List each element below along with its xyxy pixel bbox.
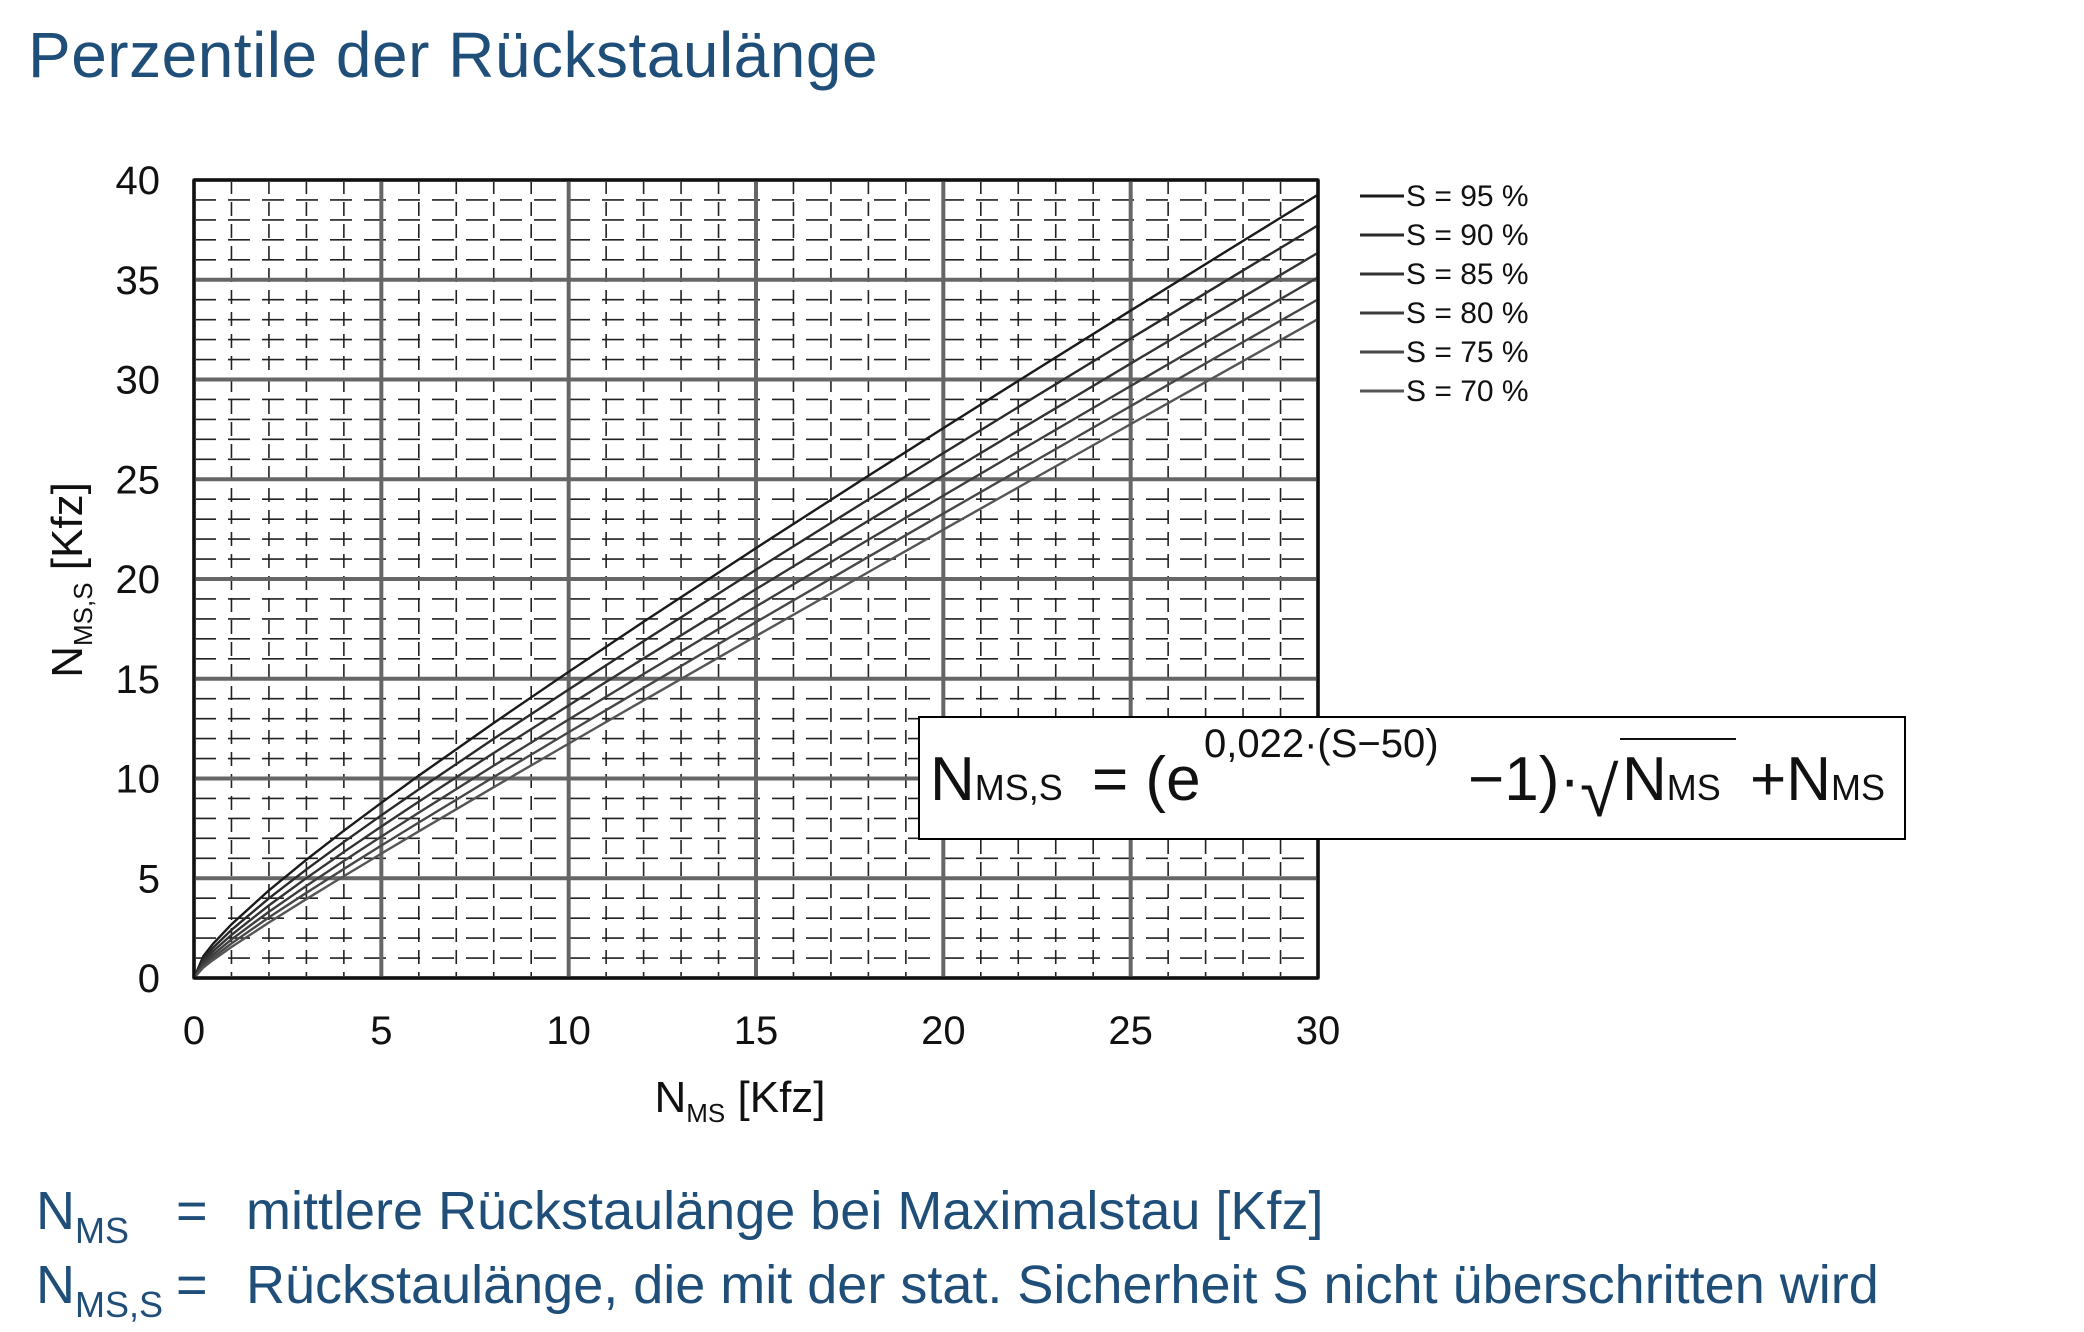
x-tick-label: 25 bbox=[1108, 1009, 1153, 1053]
definition-symbol: NMS,S bbox=[36, 1255, 164, 1325]
legend-label: S = 80 % bbox=[1406, 297, 1529, 330]
legend-label: S = 95 % bbox=[1406, 180, 1529, 213]
series-line bbox=[192, 251, 1319, 979]
page-title: Perzentile der Rückstaulänge bbox=[28, 19, 879, 91]
y-tick-label: 5 bbox=[138, 857, 160, 901]
x-tick-labels: 0 5 10 15 20 25 30 bbox=[183, 1009, 1340, 1053]
x-axis-label-sub: MS bbox=[686, 1098, 725, 1128]
y-axis-label: NMS,S [Kfz] bbox=[43, 482, 98, 678]
series-line bbox=[193, 318, 1319, 979]
legend-label: S = 90 % bbox=[1406, 219, 1529, 252]
y-axis-label-sub: MS,S bbox=[68, 582, 98, 646]
x-tick-label: 10 bbox=[546, 1009, 591, 1053]
y-tick-label: 30 bbox=[116, 359, 161, 403]
y-axis-label-unit: [Kfz] bbox=[43, 482, 92, 582]
series-line bbox=[192, 193, 1319, 979]
x-tick-label: 5 bbox=[370, 1009, 392, 1053]
y-tick-label: 25 bbox=[116, 458, 161, 502]
definition-text: Rückstaulänge, die mit der stat. Sicherh… bbox=[246, 1255, 1879, 1315]
y-tick-label: 10 bbox=[116, 758, 161, 802]
x-tick-label: 0 bbox=[183, 1009, 205, 1053]
x-tick-label: 30 bbox=[1296, 1009, 1341, 1053]
formula-lhs: NMS,S bbox=[930, 745, 1063, 814]
series-line bbox=[193, 298, 1319, 979]
formula-box: NMS,S = (e 0,022·(S−50) −1)· √ NMS +NMS bbox=[918, 716, 1906, 840]
series-line bbox=[192, 276, 1319, 979]
y-tick-labels: 0 5 10 15 20 25 30 35 40 bbox=[116, 159, 161, 1001]
series-line bbox=[192, 224, 1319, 979]
sqrt-sign: √ bbox=[1580, 753, 1619, 831]
plot-border bbox=[192, 178, 1320, 980]
legend-label: S = 70 % bbox=[1406, 375, 1529, 408]
legend: S = 95 % S = 90 % S = 85 % S = 80 % S = 75 %… bbox=[1360, 180, 1529, 408]
legend-label: S = 85 % bbox=[1406, 258, 1529, 291]
series-lines bbox=[192, 193, 1319, 979]
definition-text: mittlere Rückstaulänge bei Maximalstau [… bbox=[246, 1181, 1324, 1241]
definition-nmss: NMS,S = Rückstaulänge, die mit der stat. S… bbox=[36, 1254, 1879, 1326]
y-tick-label: 35 bbox=[116, 259, 161, 303]
sqrt-bar bbox=[1620, 738, 1736, 740]
definition-eq: = bbox=[176, 1255, 208, 1315]
formula-sqrt-arg: NMS bbox=[1622, 745, 1721, 814]
definition-symbol: NMS bbox=[36, 1181, 129, 1251]
x-axis-label-main: N bbox=[654, 1073, 686, 1122]
formula-mid: −1)· bbox=[1468, 745, 1580, 814]
x-tick-label: 15 bbox=[734, 1009, 779, 1053]
definition-eq: = bbox=[176, 1181, 208, 1241]
y-tick-label: 20 bbox=[116, 558, 161, 602]
y-tick-label: 40 bbox=[116, 159, 161, 203]
formula-eq: = (e bbox=[1092, 745, 1201, 814]
legend-label: S = 75 % bbox=[1406, 336, 1529, 369]
formula-exponent: 0,022·(S−50) bbox=[1204, 722, 1439, 766]
formula-plus: +NMS bbox=[1750, 745, 1885, 814]
x-axis-label-unit: [Kfz] bbox=[725, 1073, 825, 1122]
x-axis-label: NMS [Kfz] bbox=[654, 1073, 825, 1128]
definition-nms: NMS = mittlere Rückstaulänge bei Maximalst… bbox=[36, 1180, 1323, 1252]
y-tick-label: 0 bbox=[138, 957, 160, 1001]
y-tick-label: 15 bbox=[116, 658, 161, 702]
x-tick-label: 20 bbox=[921, 1009, 966, 1053]
y-axis-label-main: N bbox=[43, 646, 92, 678]
